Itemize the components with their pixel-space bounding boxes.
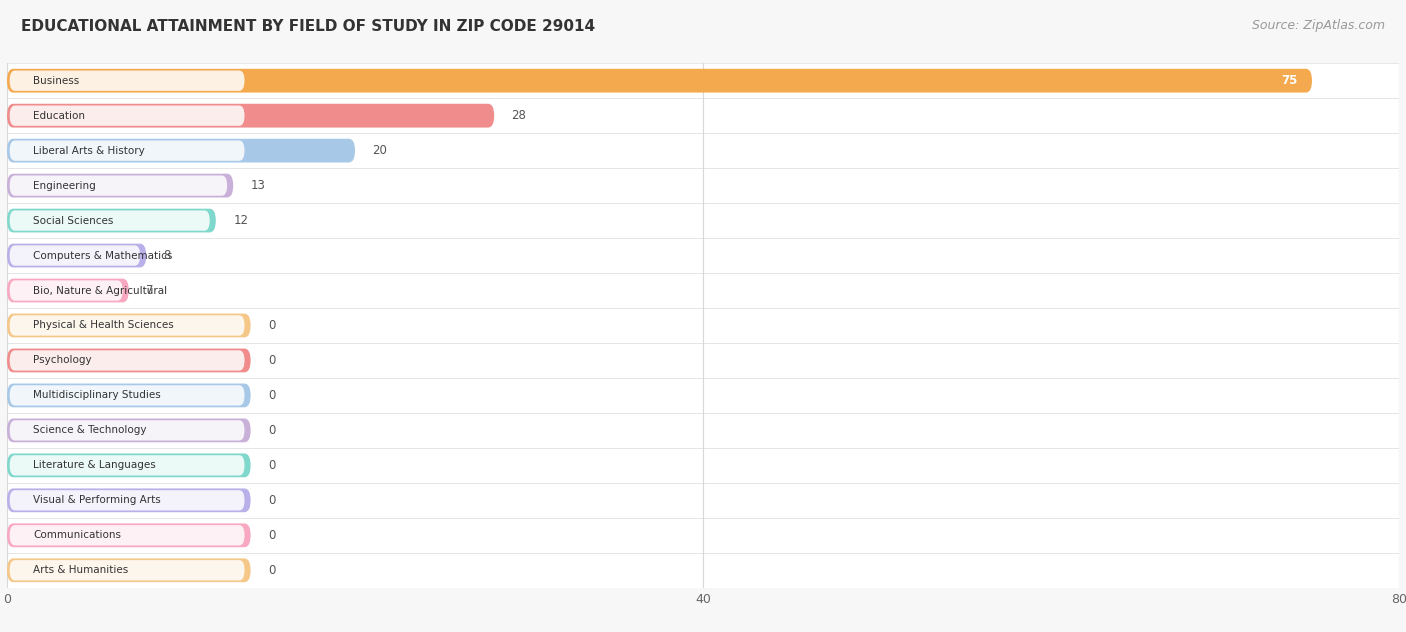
Text: Source: ZipAtlas.com: Source: ZipAtlas.com <box>1251 19 1385 32</box>
FancyBboxPatch shape <box>7 418 250 442</box>
Text: 0: 0 <box>269 354 276 367</box>
Text: 20: 20 <box>373 144 387 157</box>
FancyBboxPatch shape <box>7 349 250 372</box>
Text: 0: 0 <box>269 459 276 472</box>
Bar <box>7 483 1399 518</box>
FancyBboxPatch shape <box>10 315 245 336</box>
FancyBboxPatch shape <box>7 69 1312 92</box>
FancyBboxPatch shape <box>7 174 233 197</box>
Bar <box>7 378 1399 413</box>
FancyBboxPatch shape <box>10 525 245 545</box>
Bar <box>7 168 1399 203</box>
Text: 0: 0 <box>269 319 276 332</box>
Text: Engineering: Engineering <box>34 181 96 191</box>
FancyBboxPatch shape <box>10 386 245 406</box>
Text: Communications: Communications <box>34 530 121 540</box>
FancyBboxPatch shape <box>10 455 245 475</box>
FancyBboxPatch shape <box>7 244 146 267</box>
Text: Education: Education <box>34 111 86 121</box>
Text: Literature & Languages: Literature & Languages <box>34 460 156 470</box>
Bar <box>7 308 1399 343</box>
Bar <box>7 553 1399 588</box>
Bar <box>7 273 1399 308</box>
Text: Visual & Performing Arts: Visual & Performing Arts <box>34 495 160 506</box>
FancyBboxPatch shape <box>7 384 250 407</box>
Text: Physical & Health Sciences: Physical & Health Sciences <box>34 320 174 331</box>
Text: 0: 0 <box>269 529 276 542</box>
FancyBboxPatch shape <box>7 279 129 302</box>
FancyBboxPatch shape <box>10 210 209 231</box>
Text: Liberal Arts & History: Liberal Arts & History <box>34 145 145 155</box>
FancyBboxPatch shape <box>10 106 245 126</box>
Text: Arts & Humanities: Arts & Humanities <box>34 565 128 575</box>
Text: 12: 12 <box>233 214 249 227</box>
FancyBboxPatch shape <box>7 523 250 547</box>
Text: Business: Business <box>34 76 79 86</box>
Text: Science & Technology: Science & Technology <box>34 425 146 435</box>
Bar <box>7 133 1399 168</box>
Bar <box>7 413 1399 448</box>
FancyBboxPatch shape <box>7 209 217 233</box>
Text: Computers & Mathematics: Computers & Mathematics <box>34 250 173 260</box>
Text: Multidisciplinary Studies: Multidisciplinary Studies <box>34 391 160 401</box>
FancyBboxPatch shape <box>7 559 250 582</box>
Text: 8: 8 <box>163 249 172 262</box>
FancyBboxPatch shape <box>10 176 228 196</box>
Text: 75: 75 <box>1282 74 1298 87</box>
FancyBboxPatch shape <box>10 350 245 370</box>
FancyBboxPatch shape <box>7 139 354 162</box>
Text: 28: 28 <box>512 109 526 122</box>
Text: 13: 13 <box>250 179 266 192</box>
FancyBboxPatch shape <box>10 71 245 91</box>
Bar <box>7 518 1399 553</box>
Bar <box>7 343 1399 378</box>
Text: 0: 0 <box>269 424 276 437</box>
Text: 0: 0 <box>269 389 276 402</box>
Bar <box>7 203 1399 238</box>
FancyBboxPatch shape <box>10 140 245 161</box>
FancyBboxPatch shape <box>10 420 245 441</box>
FancyBboxPatch shape <box>7 104 495 128</box>
Bar <box>7 63 1399 98</box>
Text: Bio, Nature & Agricultural: Bio, Nature & Agricultural <box>34 286 167 296</box>
Text: Social Sciences: Social Sciences <box>34 216 114 226</box>
FancyBboxPatch shape <box>7 313 250 337</box>
FancyBboxPatch shape <box>7 454 250 477</box>
Text: EDUCATIONAL ATTAINMENT BY FIELD OF STUDY IN ZIP CODE 29014: EDUCATIONAL ATTAINMENT BY FIELD OF STUDY… <box>21 19 595 34</box>
FancyBboxPatch shape <box>10 560 245 580</box>
Bar <box>7 448 1399 483</box>
Bar <box>7 238 1399 273</box>
FancyBboxPatch shape <box>7 489 250 512</box>
Text: Psychology: Psychology <box>34 355 91 365</box>
FancyBboxPatch shape <box>10 281 122 301</box>
FancyBboxPatch shape <box>10 245 141 265</box>
Bar <box>7 98 1399 133</box>
Text: 7: 7 <box>146 284 153 297</box>
Text: 0: 0 <box>269 494 276 507</box>
FancyBboxPatch shape <box>10 490 245 511</box>
Text: 0: 0 <box>269 564 276 577</box>
